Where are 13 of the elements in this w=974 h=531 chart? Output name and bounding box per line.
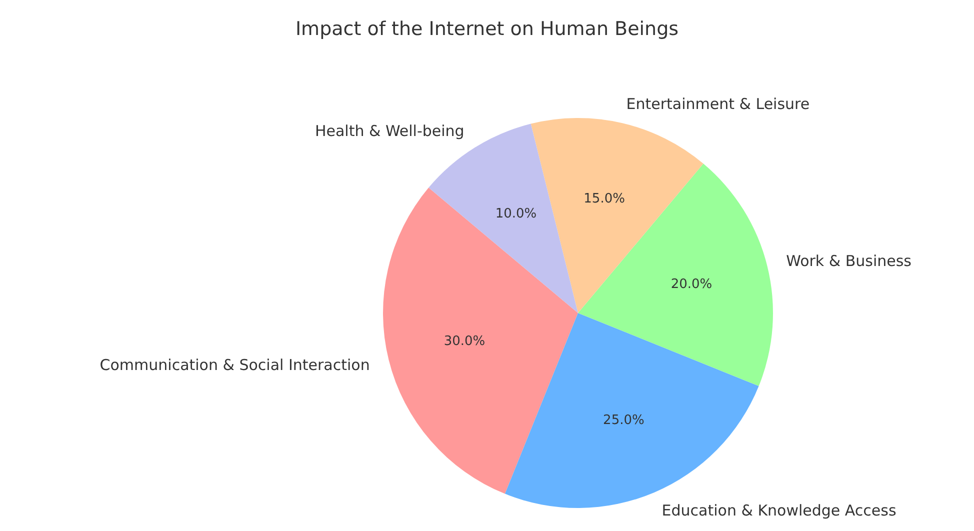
slice-label: Education & Knowledge Access	[662, 501, 896, 520]
slice-label: Communication & Social Interaction	[100, 356, 370, 374]
slice-label: Health & Well-being	[314, 122, 464, 140]
chart-title: Impact of the Internet on Human Beings	[294, 18, 680, 40]
pie-slice	[383, 188, 578, 494]
data-label: 30.0%	[444, 334, 486, 349]
slice-label: Work & Business	[786, 252, 912, 270]
data-label: 20.0%	[670, 277, 712, 292]
data-label: 15.0%	[584, 192, 625, 206]
slice-label: Entertainment & Leisure	[626, 95, 810, 113]
data-label: 25.0%	[603, 413, 644, 428]
pie-slice	[578, 164, 773, 386]
data-label: 10.0%	[495, 206, 537, 222]
